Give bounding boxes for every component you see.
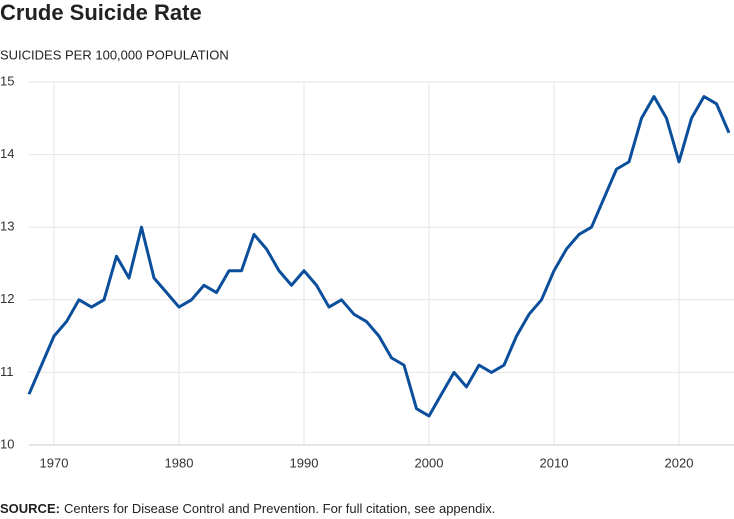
x-tick-label: 1980 [165, 455, 194, 470]
source-text: Centers for Disease Control and Preventi… [64, 501, 495, 516]
y-tick-label: 12 [0, 291, 14, 306]
x-tick-label: 2010 [540, 455, 569, 470]
y-tick-label: 11 [0, 364, 14, 379]
source: SOURCE: Centers for Disease Control and P… [0, 501, 495, 516]
x-tick-label: 2020 [665, 455, 694, 470]
x-tick-label: 1990 [290, 455, 319, 470]
x-tick-label: 1970 [40, 455, 69, 470]
y-tick-label: 10 [0, 436, 14, 451]
y-tick-label: 15 [0, 73, 14, 88]
source-label: SOURCE: [0, 501, 60, 516]
y-tick-label: 13 [0, 219, 14, 234]
y-axis-label: SUICIDES PER 100,000 POPULATION [0, 47, 229, 62]
chart-title: Crude Suicide Rate [0, 0, 202, 25]
x-tick-label: 2000 [415, 455, 444, 470]
y-tick-label: 14 [0, 146, 14, 161]
data-line [27, 95, 731, 418]
